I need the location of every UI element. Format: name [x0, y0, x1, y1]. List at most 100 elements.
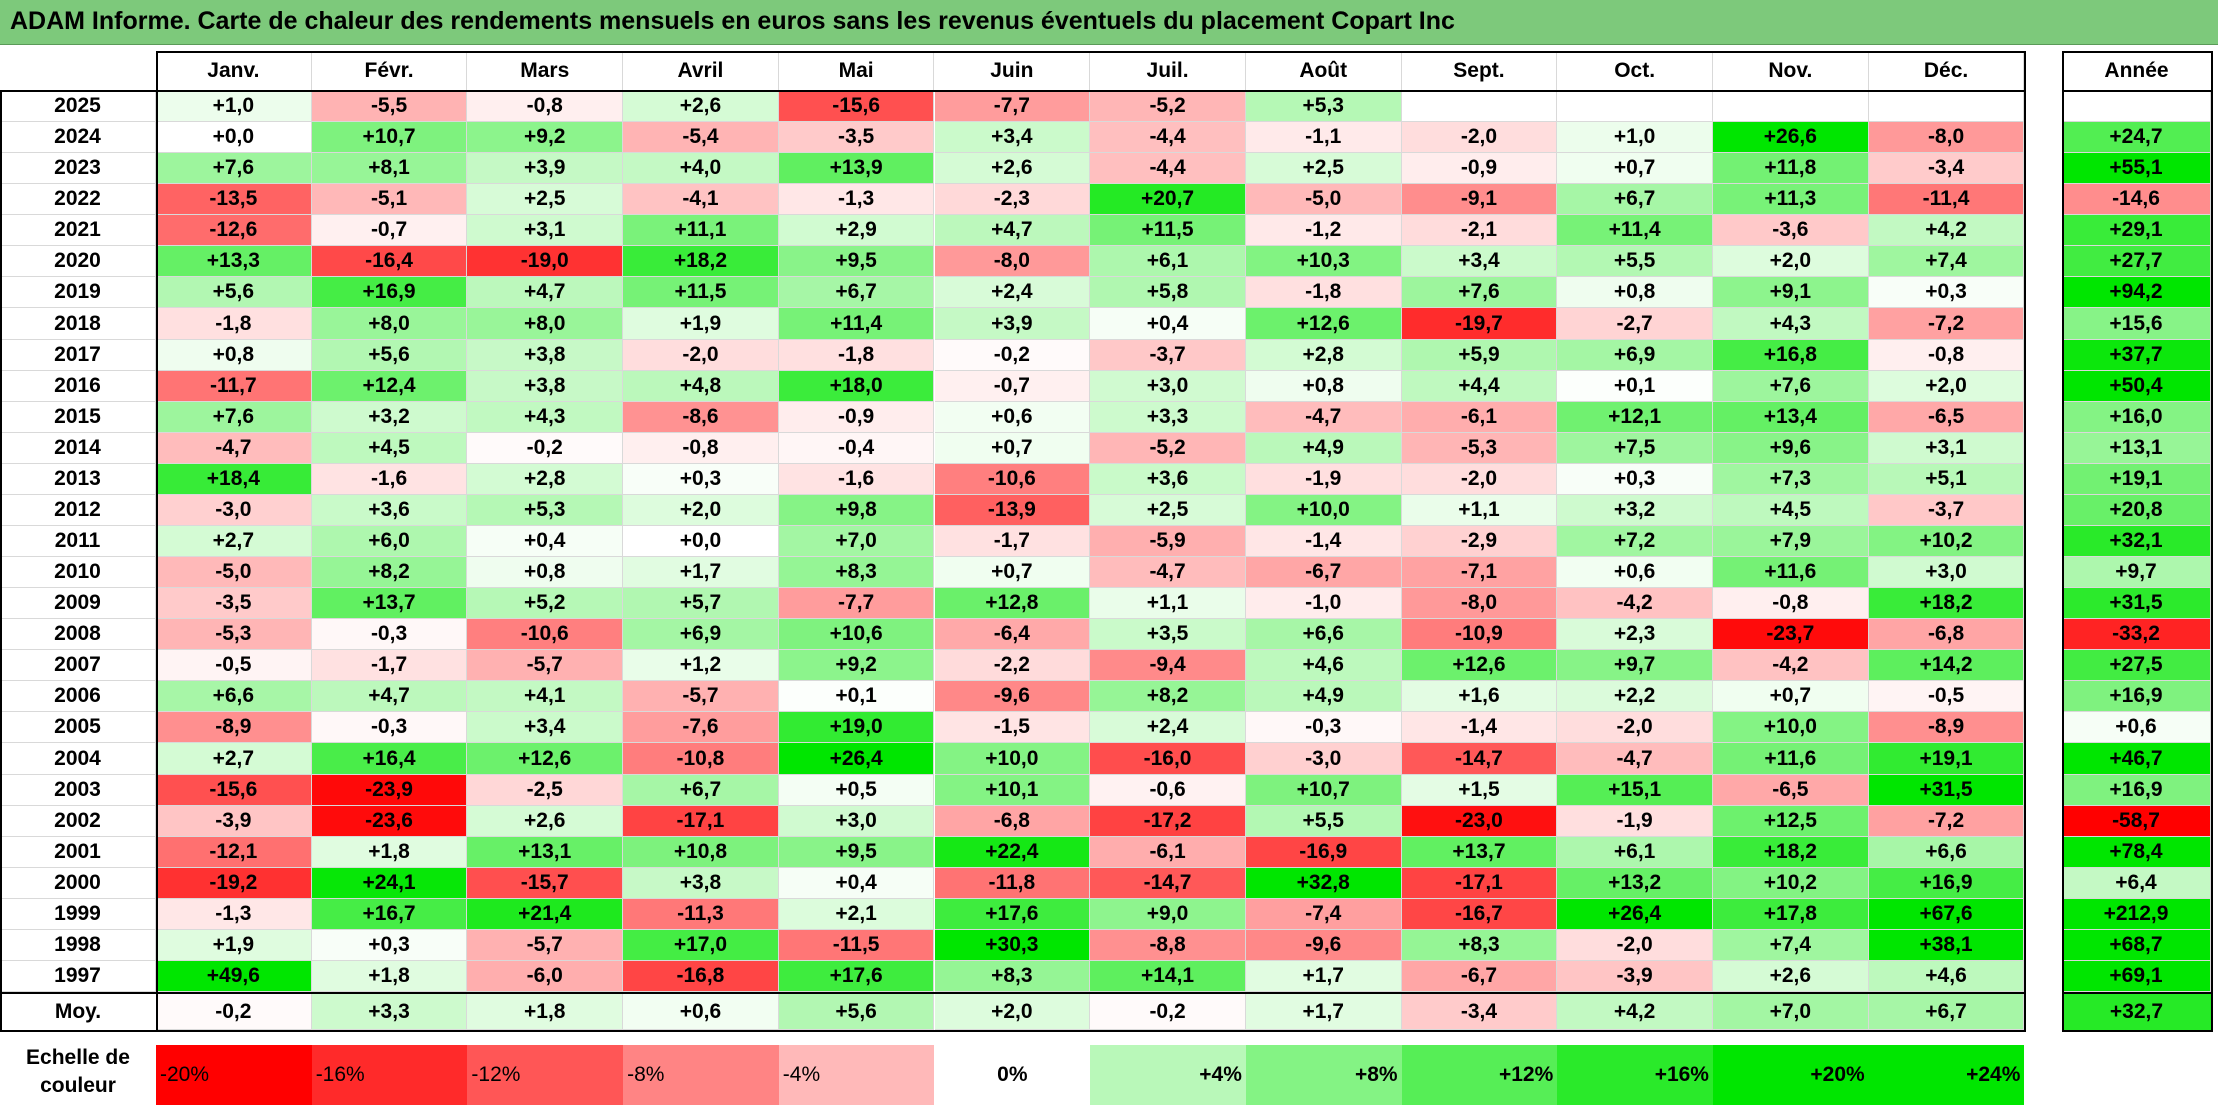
- heatmap-cell: +0,5: [778, 774, 935, 806]
- heatmap-cell: +1,2: [623, 650, 779, 682]
- heatmap-cell: +2,3: [1557, 619, 1713, 651]
- annual-average-top-border: [2062, 992, 2211, 995]
- year-label: 2003: [0, 774, 156, 806]
- page-title: ADAM Informe. Carte de chaleur des rende…: [10, 7, 1455, 35]
- heatmap-cell: -6,8: [1868, 619, 2025, 651]
- heatmap-cell: +2,7: [156, 743, 312, 775]
- heatmap-cell: +10,8: [623, 836, 779, 868]
- heatmap-cell: -0,9: [778, 401, 935, 433]
- heatmap-cell: +9,8: [778, 494, 935, 526]
- average-annual-cell: +32,7: [2062, 994, 2211, 1031]
- heatmap-cell: -0,8: [467, 91, 624, 123]
- month-header: Sept.: [1401, 51, 1558, 91]
- heatmap-cell: +6,6: [1868, 836, 2025, 868]
- heatmap-cell: +3,3: [1090, 401, 1246, 433]
- heatmap-cell: +3,6: [1090, 463, 1246, 495]
- year-label: 2019: [0, 277, 156, 309]
- annual-cell: +55,1: [2062, 153, 2211, 185]
- annual-cell: +46,7: [2062, 743, 2211, 775]
- heatmap-cell: -4,4: [1090, 153, 1246, 185]
- heatmap-cell: +12,8: [934, 588, 1091, 620]
- heatmap-cell: -3,7: [1090, 339, 1246, 371]
- month-header: Févr.: [311, 51, 468, 91]
- heatmap-cell: -0,2: [467, 432, 624, 464]
- heatmap-cell: +0,3: [1557, 463, 1713, 495]
- year-label: 2021: [0, 215, 156, 247]
- heatmap-cell: -5,0: [156, 557, 312, 589]
- heatmap-cell: -2,5: [467, 774, 624, 806]
- heatmap-cell: +2,8: [1245, 339, 1402, 371]
- heatmap-cell: +7,3: [1713, 463, 1869, 495]
- heatmap-cell: +7,4: [1868, 246, 2025, 278]
- heatmap-cell: -12,1: [156, 836, 312, 868]
- annual-cell: +16,9: [2062, 681, 2211, 713]
- annual-cell: +68,7: [2062, 929, 2211, 961]
- heatmap-cell: -15,6: [156, 774, 312, 806]
- heatmap-cell: -4,7: [1090, 557, 1246, 589]
- heatmap-cell: +9,2: [778, 650, 935, 682]
- average-cell: +6,7: [1868, 994, 2025, 1031]
- heatmap-cell: +13,4: [1713, 401, 1869, 433]
- heatmap-cell: -1,4: [1245, 525, 1402, 558]
- year-label: 2011: [0, 525, 156, 558]
- heatmap-cell: +2,5: [1245, 153, 1402, 185]
- heatmap-cell: +8,3: [1401, 929, 1558, 961]
- heatmap-cell: +16,7: [311, 898, 468, 930]
- annual-cell: -14,6: [2062, 184, 2211, 216]
- heatmap-cell: -11,8: [934, 867, 1091, 899]
- heatmap-cell: -9,6: [934, 681, 1091, 713]
- heatmap-cell: +11,4: [1557, 215, 1713, 247]
- heatmap-cell: +0,8: [156, 339, 312, 371]
- heatmap-cell: +19,1: [1868, 743, 2025, 775]
- year-label: 1999: [0, 898, 156, 930]
- heatmap-cell: +3,4: [1401, 246, 1558, 278]
- heatmap-cell: -0,7: [934, 370, 1091, 402]
- heatmap-cell: +9,6: [1713, 432, 1869, 464]
- year-label: 2020: [0, 246, 156, 278]
- heatmap-cell: -7,7: [778, 588, 935, 620]
- heatmap-cell: +5,3: [467, 494, 624, 526]
- heatmap-cell: +5,5: [1245, 805, 1402, 837]
- heatmap-cell: -0,7: [311, 215, 468, 247]
- heatmap-cell: +12,6: [1401, 650, 1558, 682]
- year-label: 2025: [0, 91, 156, 123]
- heatmap-cell: -8,0: [1868, 122, 2025, 154]
- heatmap-cell: -6,1: [1401, 401, 1558, 433]
- heatmap-cell: +0,3: [1868, 277, 2025, 309]
- heatmap-cell: +6,0: [311, 525, 468, 558]
- heatmap-cell: +10,0: [934, 743, 1091, 775]
- heatmap-cell: +2,0: [1868, 370, 2025, 402]
- heatmap-cell: [1868, 91, 2025, 123]
- heatmap-cell: -17,2: [1090, 805, 1246, 837]
- year-label: 2005: [0, 712, 156, 744]
- heatmap-cell: -0,3: [1245, 712, 1402, 744]
- month-header: Juil.: [1090, 51, 1246, 91]
- heatmap-cell: +12,1: [1557, 401, 1713, 433]
- heatmap-cell: +1,7: [1245, 960, 1402, 993]
- heatmap-cell: +2,4: [1090, 712, 1246, 744]
- heatmap-cell: -3,6: [1713, 215, 1869, 247]
- heatmap-cell: -14,7: [1401, 743, 1558, 775]
- heatmap-cell: +5,9: [1401, 339, 1558, 371]
- heatmap-cell: +12,4: [311, 370, 468, 402]
- heatmap-cell: -0,8: [1713, 588, 1869, 620]
- heatmap-cell: -23,7: [1713, 619, 1869, 651]
- year-label: 2008: [0, 619, 156, 651]
- year-label: 2006: [0, 681, 156, 713]
- heatmap-cell: +5,1: [1868, 463, 2025, 495]
- heatmap-cell: +11,3: [1713, 184, 1869, 216]
- heatmap-cell: -7,7: [934, 91, 1091, 123]
- heatmap-cell: +1,9: [156, 929, 312, 961]
- heatmap-cell: +2,6: [467, 805, 624, 837]
- heatmap-cell: +0,8: [467, 557, 624, 589]
- heatmap-cell: -0,8: [623, 432, 779, 464]
- heatmap-cell: +10,7: [311, 122, 468, 154]
- heatmap-cell: +1,6: [1401, 681, 1558, 713]
- year-label: 1997: [0, 960, 156, 993]
- heatmap-cell: +14,2: [1868, 650, 2025, 682]
- heatmap-cell: +11,8: [1713, 153, 1869, 185]
- color-scale-swatch: -8%: [623, 1045, 779, 1105]
- heatmap-cell: +4,7: [934, 215, 1091, 247]
- heatmap-cell: +3,0: [778, 805, 935, 837]
- heatmap-cell: +2,5: [1090, 494, 1246, 526]
